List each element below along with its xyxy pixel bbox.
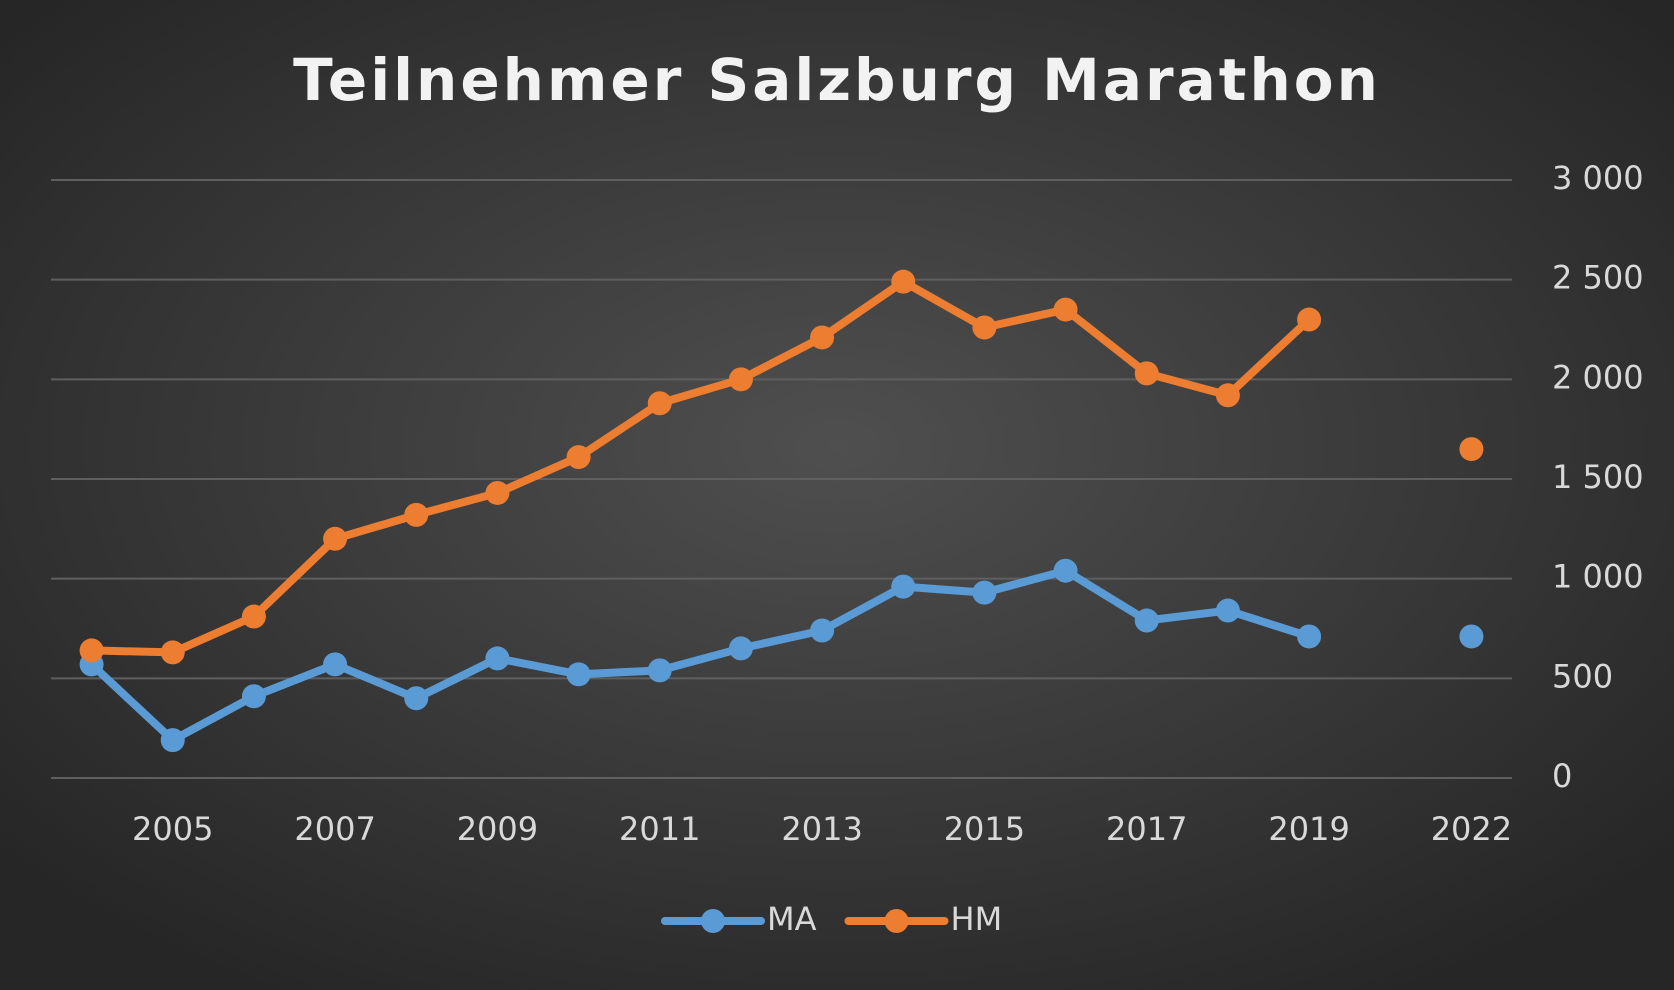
marker xyxy=(1459,624,1484,649)
marker xyxy=(728,636,753,661)
x-tick-label: 2019 xyxy=(1268,810,1349,848)
legend-marker xyxy=(701,909,725,933)
marker xyxy=(647,658,672,683)
marker xyxy=(1053,558,1078,583)
y-tick-label: 1 500 xyxy=(1552,458,1644,496)
marker xyxy=(566,662,591,687)
marker xyxy=(972,580,997,605)
marker xyxy=(972,315,997,340)
y-tick-label: 1 000 xyxy=(1552,558,1644,596)
chart-title: Teilnehmer Salzburg Marathon xyxy=(293,46,1381,114)
y-tick-label: 2 000 xyxy=(1552,358,1644,396)
marker xyxy=(485,480,510,505)
y-tick-label: 0 xyxy=(1552,757,1572,795)
marker xyxy=(1459,437,1484,462)
marker xyxy=(404,686,429,711)
x-tick-label: 2009 xyxy=(457,810,538,848)
x-tick-label: 2007 xyxy=(294,810,375,848)
marker xyxy=(241,604,266,629)
legend-label: HM xyxy=(951,900,1003,938)
marker xyxy=(566,445,591,470)
marker xyxy=(810,618,835,643)
y-tick-label: 3 000 xyxy=(1552,159,1644,197)
marker xyxy=(323,652,348,677)
x-tick-label: 2017 xyxy=(1106,810,1187,848)
marker xyxy=(485,646,510,671)
marker xyxy=(891,269,916,294)
marker xyxy=(323,526,348,551)
x-tick-label: 2022 xyxy=(1431,810,1512,848)
marker xyxy=(404,502,429,527)
marker xyxy=(1053,297,1078,322)
marker xyxy=(728,367,753,392)
legend-label: MA xyxy=(767,900,817,938)
marker xyxy=(241,684,266,709)
x-tick-label: 2015 xyxy=(944,810,1025,848)
marker xyxy=(1134,361,1159,386)
marker xyxy=(810,325,835,350)
marker xyxy=(79,638,104,663)
legend-marker xyxy=(884,909,909,933)
marker xyxy=(160,728,185,753)
marker xyxy=(1215,383,1240,408)
x-tick-label: 2013 xyxy=(781,810,862,848)
x-tick-label: 2011 xyxy=(619,810,700,848)
marker xyxy=(1297,624,1322,649)
x-tick-label: 2005 xyxy=(132,810,213,848)
marker xyxy=(647,391,672,416)
y-tick-label: 500 xyxy=(1552,657,1613,695)
marker xyxy=(891,574,916,599)
marker xyxy=(1297,307,1322,332)
marker xyxy=(1215,598,1240,623)
marker xyxy=(160,640,185,665)
y-tick-label: 2 500 xyxy=(1552,259,1644,297)
marker xyxy=(1134,608,1159,633)
